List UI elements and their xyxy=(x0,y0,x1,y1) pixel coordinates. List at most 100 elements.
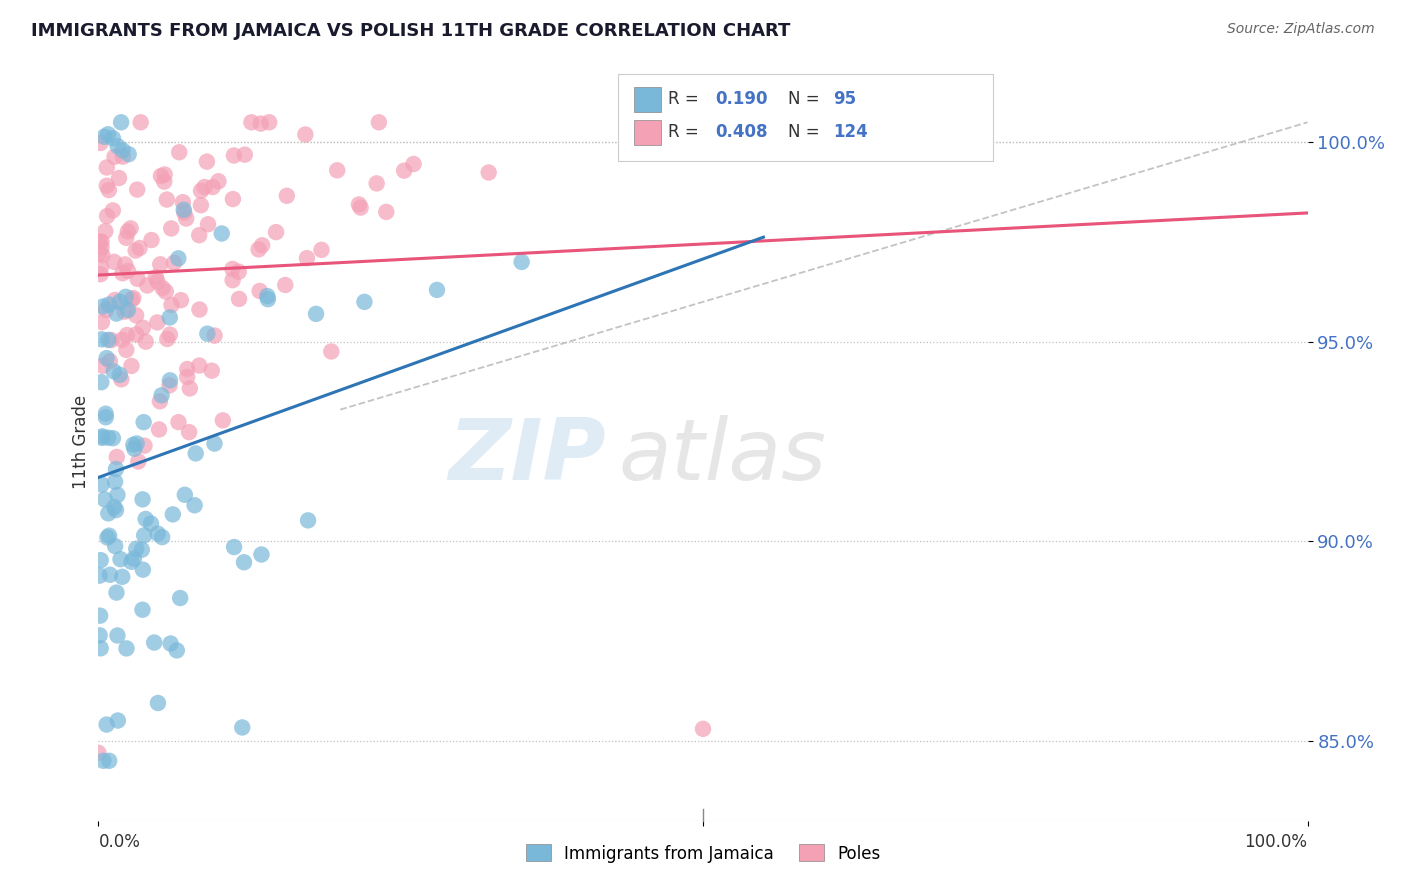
Point xyxy=(97,183,120,197)
Point xyxy=(195,326,218,341)
Point xyxy=(156,193,179,207)
Point xyxy=(115,231,138,245)
Point xyxy=(190,198,212,212)
Point xyxy=(510,255,533,269)
Text: 124: 124 xyxy=(834,123,869,141)
Point xyxy=(274,277,297,292)
Point xyxy=(294,128,316,142)
Point xyxy=(222,540,245,554)
Legend: Immigrants from Jamaica, Poles: Immigrants from Jamaica, Poles xyxy=(519,838,887,869)
Point xyxy=(87,746,110,760)
Point xyxy=(104,503,127,517)
Point xyxy=(107,714,129,728)
Point xyxy=(98,754,121,768)
Point xyxy=(104,462,127,476)
Point xyxy=(141,233,163,247)
Text: R =: R = xyxy=(668,123,704,141)
Point xyxy=(190,184,212,198)
Point xyxy=(103,255,125,269)
FancyBboxPatch shape xyxy=(619,74,993,161)
Y-axis label: 11th Grade: 11th Grade xyxy=(72,394,90,489)
Point xyxy=(134,528,156,542)
Point xyxy=(167,415,190,429)
Point xyxy=(127,183,149,197)
Point xyxy=(392,163,415,178)
Point xyxy=(188,228,211,243)
Point xyxy=(426,283,449,297)
Point xyxy=(350,201,373,215)
Point xyxy=(114,304,136,318)
Point xyxy=(94,407,117,421)
Point xyxy=(240,115,263,129)
Point xyxy=(118,147,141,161)
Point xyxy=(131,603,153,617)
Point xyxy=(188,359,211,373)
Point xyxy=(250,548,273,562)
Point xyxy=(249,284,271,298)
Point xyxy=(375,205,398,219)
Point xyxy=(125,309,148,323)
Point xyxy=(115,328,138,343)
Point xyxy=(197,217,219,231)
Point xyxy=(204,328,226,343)
Point xyxy=(221,273,243,287)
Point xyxy=(159,378,181,392)
Point xyxy=(221,262,243,277)
Point xyxy=(104,475,127,489)
Point xyxy=(96,161,118,175)
Point xyxy=(125,541,148,556)
Bar xyxy=(634,120,661,145)
Point xyxy=(98,567,121,582)
Point xyxy=(146,275,169,289)
Point xyxy=(111,570,134,584)
Point xyxy=(114,257,136,271)
Point xyxy=(108,294,131,309)
Point xyxy=(295,251,318,265)
Point xyxy=(94,224,117,238)
Point xyxy=(101,203,124,218)
Point xyxy=(145,270,167,285)
Point xyxy=(326,163,349,178)
Point xyxy=(367,115,389,129)
Point xyxy=(93,492,115,507)
Point xyxy=(153,168,176,182)
Point xyxy=(111,333,134,347)
Point xyxy=(132,415,155,429)
Point xyxy=(692,722,714,736)
Text: ZIP: ZIP xyxy=(449,415,606,499)
Point xyxy=(167,252,190,266)
Point xyxy=(174,211,197,226)
Point xyxy=(89,568,111,582)
Point xyxy=(115,641,138,656)
Point xyxy=(247,243,270,257)
Point xyxy=(173,488,195,502)
Text: N =: N = xyxy=(787,123,824,141)
Point xyxy=(207,174,229,188)
Point xyxy=(264,225,287,239)
Point xyxy=(91,315,114,329)
Point xyxy=(149,169,172,183)
Point xyxy=(117,303,139,318)
Point xyxy=(135,512,157,526)
Point xyxy=(179,381,201,395)
Point xyxy=(90,240,112,254)
Point xyxy=(166,643,188,657)
Point xyxy=(159,373,181,387)
Point xyxy=(136,278,159,293)
Text: 100.0%: 100.0% xyxy=(1244,832,1308,851)
Point xyxy=(366,177,388,191)
Point xyxy=(98,297,121,311)
Point xyxy=(173,205,195,219)
Text: Source: ZipAtlas.com: Source: ZipAtlas.com xyxy=(1227,22,1375,37)
Point xyxy=(131,492,153,507)
Text: N =: N = xyxy=(787,90,824,108)
Point xyxy=(184,446,207,460)
Point xyxy=(170,293,193,308)
Point xyxy=(228,265,250,279)
Point xyxy=(104,539,127,553)
Point xyxy=(179,425,201,439)
Point xyxy=(321,344,343,359)
Point xyxy=(127,454,149,468)
Point xyxy=(91,359,114,373)
Point xyxy=(96,209,118,223)
